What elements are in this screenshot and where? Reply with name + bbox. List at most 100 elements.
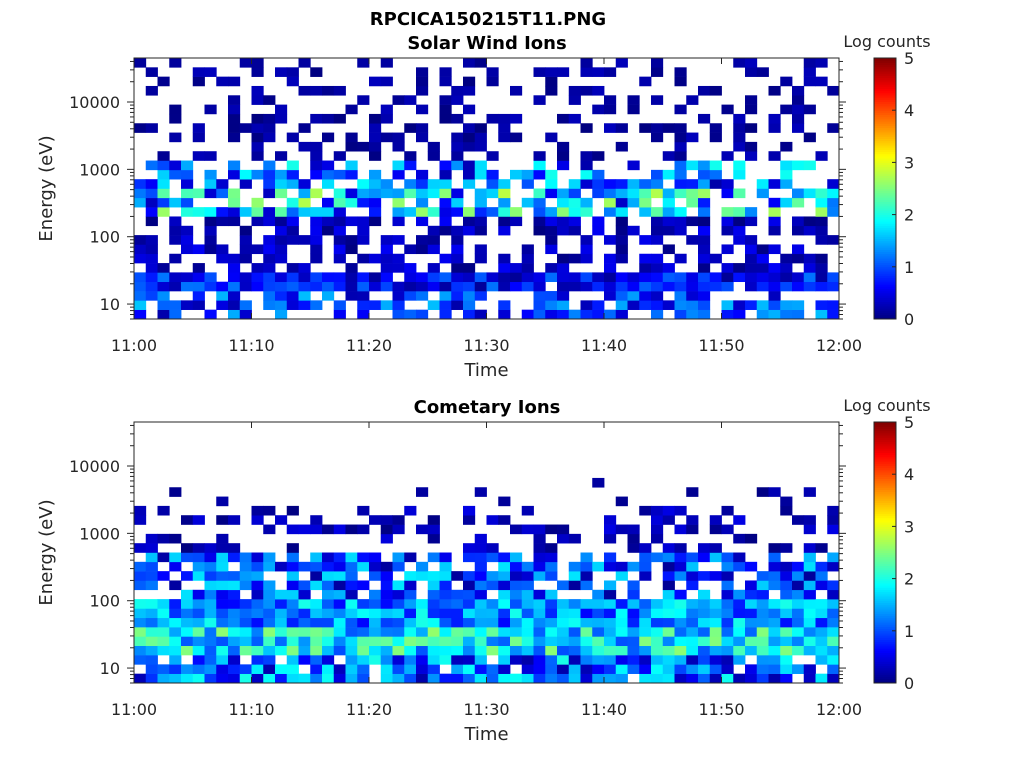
heatmap-cell	[286, 263, 299, 273]
heatmap-cell	[310, 515, 323, 525]
heatmap-cell	[827, 552, 840, 563]
heatmap-cell	[275, 225, 288, 236]
heatmap-cell	[580, 281, 593, 292]
heatmap-cell	[768, 216, 781, 227]
heatmap-cell	[604, 104, 617, 115]
heatmap-cell	[239, 608, 252, 619]
heatmap-cell	[380, 244, 393, 255]
colorbar-segment	[874, 284, 896, 287]
heatmap-cell	[662, 281, 675, 292]
colorbar-segment	[874, 114, 896, 118]
heatmap-cell	[745, 67, 758, 77]
heatmap-cell	[545, 589, 558, 600]
heatmap-cell	[404, 571, 417, 581]
heatmap-cell	[792, 645, 805, 656]
heatmap-cell	[251, 263, 264, 273]
heatmap-cell	[510, 655, 523, 665]
colorbar-segment	[874, 524, 896, 527]
heatmap-cell	[275, 589, 288, 600]
colorbar-segment	[874, 314, 896, 318]
heatmap-cell	[439, 645, 452, 656]
heatmap-cell	[580, 552, 593, 563]
colorbar-segment	[874, 308, 896, 311]
colorbar-segment	[874, 448, 896, 451]
heatmap-cell	[310, 599, 323, 609]
heatmap-cell	[204, 561, 217, 572]
heatmap-cell	[792, 300, 805, 310]
heatmap-cell	[768, 85, 781, 96]
heatmap-cell	[662, 300, 675, 310]
colorbar-segment	[874, 99, 896, 102]
heatmap-cell	[557, 673, 570, 684]
heatmap-cell	[815, 263, 828, 273]
heatmap-cell	[792, 244, 805, 255]
heatmap-cell	[380, 300, 393, 310]
heatmap-cell	[145, 599, 158, 609]
heatmap-cell	[134, 543, 147, 553]
heatmap-cell	[416, 636, 429, 647]
heatmap-cell	[486, 571, 499, 581]
colorbar-segment	[874, 600, 896, 604]
colorbar-segment	[874, 661, 896, 664]
heatmap-cell	[298, 655, 311, 665]
heatmap-cell	[333, 281, 346, 292]
heatmap-cell	[815, 58, 828, 68]
heatmap-cell	[392, 160, 405, 171]
heatmap-cell	[639, 123, 652, 133]
heatmap-cell	[427, 655, 440, 665]
heatmap-cell	[263, 664, 276, 674]
heatmap-cell	[181, 552, 194, 563]
heatmap-cell	[181, 188, 194, 199]
heatmap-cell	[228, 113, 241, 124]
heatmap-cell	[333, 571, 346, 581]
heatmap-cell	[780, 300, 793, 310]
heatmap-cell	[792, 216, 805, 227]
heatmap-cell	[216, 589, 229, 600]
heatmap-cell	[169, 272, 182, 283]
heatmap-cell	[263, 589, 276, 600]
heatmap-cell	[310, 627, 323, 637]
heatmap-cell	[498, 300, 511, 310]
heatmap-cell	[615, 207, 628, 217]
heatmap-cell	[239, 169, 252, 180]
heatmap-cell	[192, 132, 205, 143]
heatmap-cell	[639, 207, 652, 217]
heatmap-cell	[580, 580, 593, 591]
heatmap-cell	[369, 599, 382, 609]
heatmap-cell	[345, 673, 358, 684]
heatmap-cell	[181, 645, 194, 656]
heatmap-cell	[651, 132, 664, 143]
heatmap-cell	[322, 645, 335, 656]
heatmap-cell	[263, 655, 276, 665]
heatmap-cell	[709, 281, 722, 292]
heatmap-cell	[239, 253, 252, 264]
heatmap-cell	[204, 617, 217, 628]
y-tick-label: 100	[89, 228, 120, 247]
heatmap-cell	[463, 627, 476, 637]
colorbar-segment	[874, 86, 896, 89]
colorbar-segment	[874, 580, 896, 584]
heatmap-cell	[510, 263, 523, 273]
colorbar-segment	[874, 606, 896, 610]
heatmap-cell	[357, 561, 370, 572]
colorbar-segment	[874, 545, 896, 549]
heatmap-cell	[451, 664, 464, 674]
heatmap-cell	[803, 188, 816, 199]
heatmap-cell	[592, 67, 605, 77]
heatmap-cell	[568, 655, 581, 665]
colorbar-segment	[874, 463, 896, 466]
heatmap-cell	[639, 272, 652, 283]
heatmap-cell	[474, 58, 487, 68]
heatmap-cell	[427, 533, 440, 544]
heatmap-cell	[756, 580, 769, 591]
heatmap-cell	[427, 207, 440, 217]
heatmap-cell	[310, 673, 323, 684]
heatmap-cell	[310, 664, 323, 674]
heatmap-cell	[228, 253, 241, 264]
heatmap-cell	[686, 197, 699, 208]
heatmap-cell	[568, 561, 581, 572]
heatmap-cell	[239, 627, 252, 637]
heatmap-cell	[780, 571, 793, 581]
heatmap-cell	[392, 132, 405, 143]
heatmap-cell	[521, 655, 534, 665]
